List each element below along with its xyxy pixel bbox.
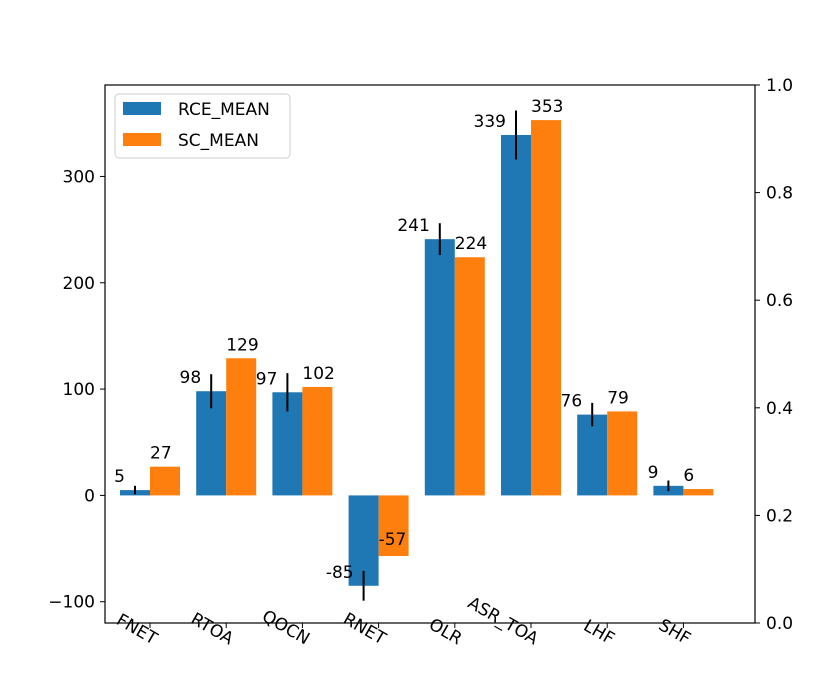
y2-tick-label: 0.8 <box>766 184 793 204</box>
y2-tick-label: 0.6 <box>766 291 793 311</box>
y2-tick-label: 0.4 <box>766 399 793 419</box>
legend: RCE_MEAN SC_MEAN <box>114 93 291 159</box>
bar-rce-mean-asr-toa <box>501 134 531 496</box>
bar-label-rce-mean-fnet: 5 <box>114 467 125 487</box>
bar-label-sc-mean-qocn: 102 <box>302 364 334 384</box>
bar-label-sc-mean-asr-toa: 353 <box>531 97 563 117</box>
y-tick-label: 300 <box>63 167 95 187</box>
bar-label-rce-mean-shf: 9 <box>648 463 659 483</box>
y-tick-label: 0 <box>84 486 95 506</box>
bar-label-sc-mean-fnet: 27 <box>150 444 172 464</box>
bar-sc-mean-qocn <box>302 386 333 496</box>
bar-rce-mean-olr <box>424 239 455 496</box>
bar-label-rce-mean-qocn: 97 <box>256 369 278 389</box>
y2-tick-label: 1.0 <box>766 76 793 96</box>
y-axis-right: 0.0 0.2 0.4 0.6 0.8 1.0 <box>755 76 793 634</box>
y-tick-label: 200 <box>63 274 95 294</box>
bar-sc-mean-shf <box>683 489 714 496</box>
bar-label-sc-mean-olr: 224 <box>455 234 487 254</box>
bar-sc-mean-fnet <box>150 466 180 496</box>
bar-label-rce-mean-rtoa: 98 <box>180 368 202 388</box>
plot-frame <box>104 84 756 624</box>
legend-swatch-sc-mean <box>123 133 161 146</box>
bar-sc-mean-rtoa <box>226 358 257 496</box>
legend-label-rce-mean: RCE_MEAN <box>178 100 270 120</box>
legend-label-sc-mean: SC_MEAN <box>178 131 259 151</box>
bar-sc-mean-lhf <box>607 411 638 496</box>
bar-label-sc-mean-shf: 6 <box>683 466 694 486</box>
errorbars-layer <box>134 110 670 601</box>
bar-label-rce-mean-rnet: -85 <box>326 563 354 583</box>
bars-layer <box>120 120 714 586</box>
y-axis-left: −100 0 100 200 300 <box>48 167 105 613</box>
bar-label-sc-mean-rnet: -57 <box>379 530 407 550</box>
y2-tick-label: 0.2 <box>766 506 793 526</box>
bar-rce-mean-rtoa <box>196 391 227 496</box>
bar-rce-mean-rnet <box>348 495 379 586</box>
bar-sc-mean-olr <box>454 257 485 496</box>
bar-sc-mean-rnet <box>378 495 409 557</box>
y-tick-label: −100 <box>48 593 95 613</box>
bar-sc-mean-asr-toa <box>531 120 561 496</box>
bar-label-rce-mean-asr-toa: 339 <box>474 112 506 132</box>
legend-swatch-rce-mean <box>123 102 161 115</box>
bar-label-rce-mean-lhf: 76 <box>561 392 583 412</box>
y-tick-label: 100 <box>63 380 95 400</box>
bar-label-sc-mean-rtoa: 129 <box>226 335 258 355</box>
bar-label-sc-mean-lhf: 79 <box>607 388 629 408</box>
bar-label-rce-mean-olr: 241 <box>397 216 429 236</box>
bar-rce-mean-lhf <box>577 414 608 496</box>
bar-labels-layer: 5 98 97 -85 241 339 76 9 27 129 102 -57 224 353 79 6 <box>114 97 694 583</box>
y2-tick-label: 0.0 <box>766 614 793 634</box>
